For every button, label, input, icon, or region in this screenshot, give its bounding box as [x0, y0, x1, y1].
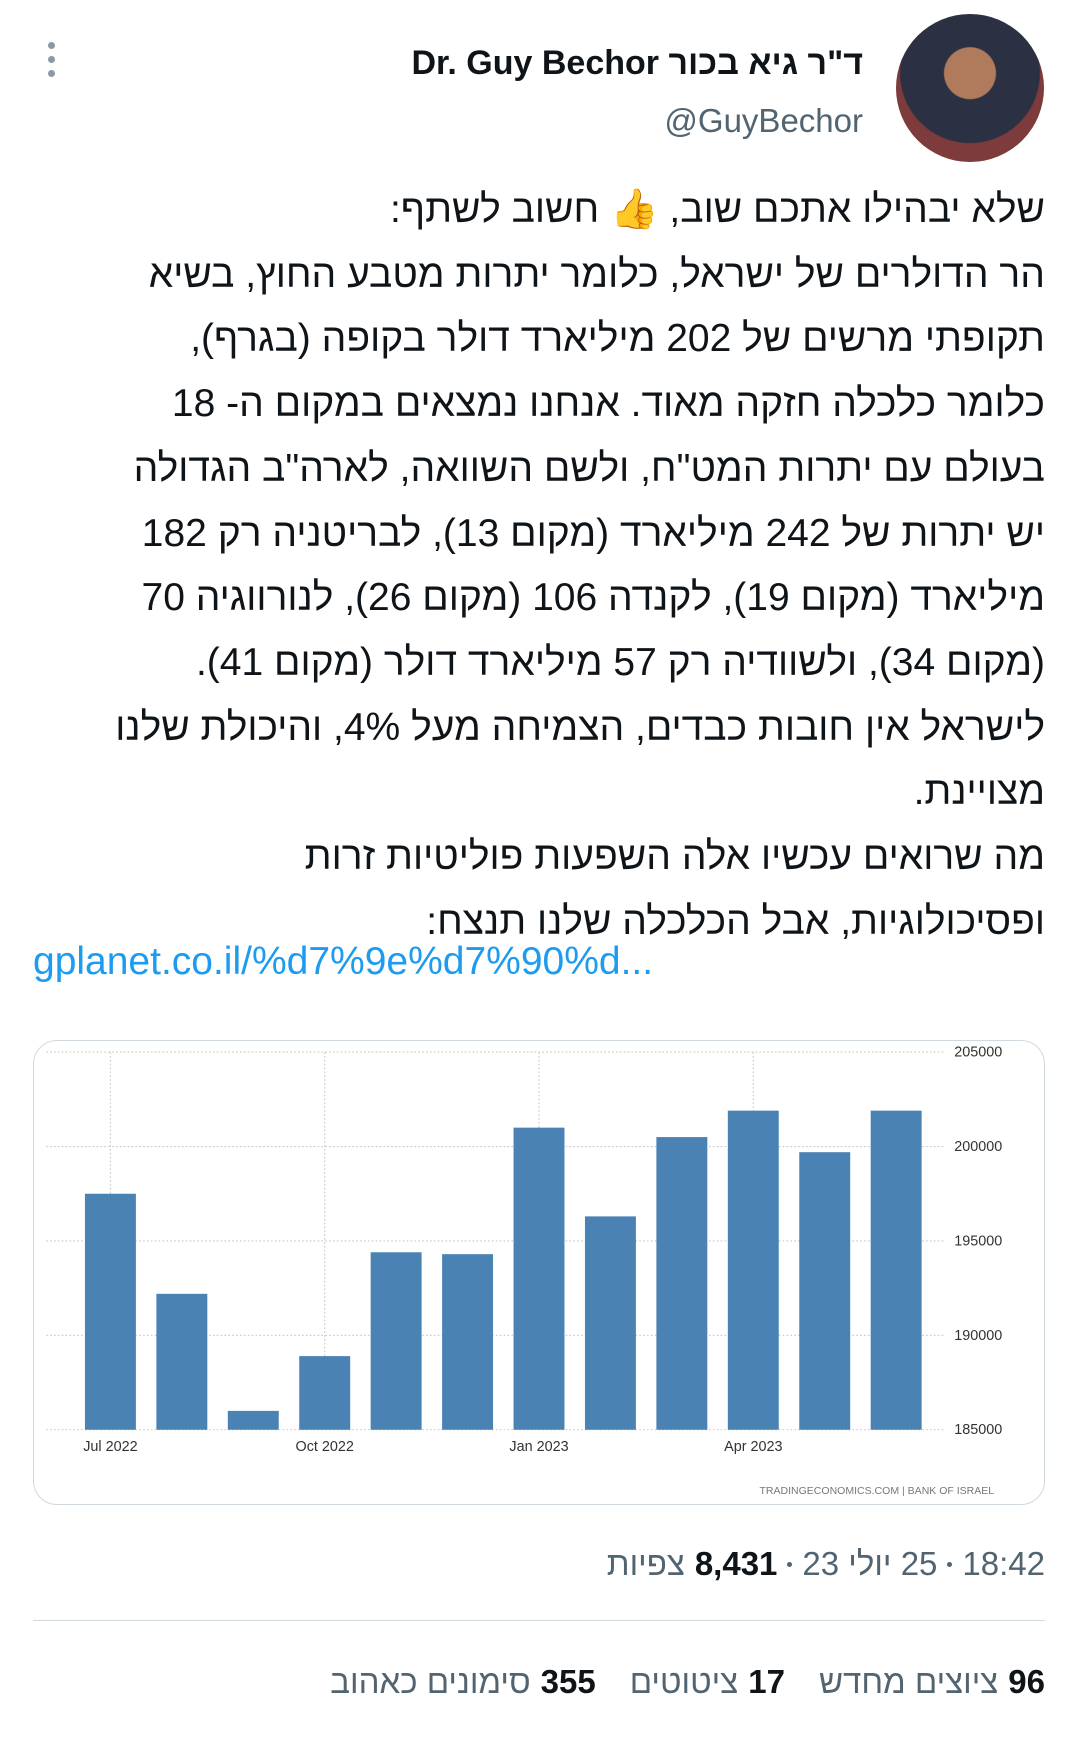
time: 18:42 — [962, 1545, 1045, 1582]
avatar[interactable] — [896, 14, 1044, 162]
text-line: הר הדולרים של ישראל, כלומר יתרות מטבע הח… — [148, 252, 1045, 296]
stat-count[interactable]: 96 — [1008, 1663, 1045, 1700]
text-line: יש יתרות של 242 מיליארד (מקום 13), לבריט… — [141, 511, 1045, 555]
divider — [33, 1620, 1045, 1621]
bar — [156, 1293, 208, 1430]
y-tick-label: 200000 — [954, 1139, 1002, 1155]
bar — [656, 1137, 708, 1430]
chart-card[interactable]: 185000 190000 195000 200000 205000 Jul 2022 Oc… — [33, 1040, 1045, 1505]
stat-label[interactable]: ציוצים מחדש — [818, 1663, 999, 1700]
bar — [584, 1216, 636, 1430]
bar — [299, 1356, 351, 1430]
separator — [947, 1561, 953, 1567]
bar — [727, 1110, 779, 1430]
text-line: מיליארד (מקום 19), לקנדה 106 (מקום 26), … — [141, 576, 1045, 620]
views-count: 8,431 — [694, 1545, 778, 1582]
text-line: (מקום 34), ולשוודיה רק 57 מיליארד דולר (… — [195, 640, 1045, 684]
tweet-meta: 18:42 25 יולי 23 8,431 צפיות — [607, 1545, 1045, 1583]
separator — [787, 1561, 793, 1567]
engagement-stats: 96ציוצים מחדש 17ציטוטים 355סימונים כאהוב — [330, 1663, 1045, 1701]
y-tick-label: 185000 — [954, 1422, 1002, 1438]
chart: 185000 190000 195000 200000 205000 Jul 2022 Oc… — [46, 1045, 1002, 1497]
stat[interactable]: 96ציוצים מחדש — [819, 1663, 1045, 1701]
x-tick-label: Jan 2023 — [509, 1439, 568, 1455]
stat[interactable]: 17ציטוטים — [630, 1663, 785, 1701]
chart-source: TRADINGECONOMICS.COM | BANK OF ISRAEL — [759, 1485, 994, 1497]
x-tick-label: Apr 2023 — [724, 1439, 782, 1455]
stat-label[interactable]: ציטוטים — [629, 1663, 739, 1700]
date: 25 יולי 23 — [802, 1545, 938, 1582]
more-menu[interactable] — [48, 42, 56, 84]
text-line: ופסיכולוגיות, אבל הכלכלה שלנו תנצח: — [426, 899, 1045, 943]
bar — [227, 1410, 279, 1430]
y-tick-label: 205000 — [954, 1045, 1002, 1061]
text-line: כלומר כלכלה חזקה מאוד. אנחנו נמצאים במקו… — [171, 382, 1045, 426]
author-handle[interactable]: @GuyBechor — [664, 102, 863, 139]
author-name[interactable]: ד"ר גיא בכור Dr. Guy Bechor — [411, 44, 863, 82]
bar — [442, 1254, 494, 1430]
tweet-text: שלא יבהילו אתכם שוב, 👍 חשוב לשתף: הר הדול… — [25, 178, 1045, 954]
text-line: מצויינת. — [913, 770, 1045, 814]
stat-count[interactable]: 355 — [540, 1663, 596, 1700]
bar — [799, 1152, 851, 1430]
text-line: תקופתי מרשים של 202 מיליארד דולר בקופה (… — [190, 317, 1045, 361]
bar — [513, 1127, 565, 1430]
stat-label[interactable]: סימונים כאהוב — [330, 1663, 531, 1700]
y-tick-label: 195000 — [954, 1233, 1002, 1249]
tweet-link[interactable]: gplanet.co.il/%d7%9e%d7%90%d... — [33, 940, 654, 983]
stat-count[interactable]: 17 — [748, 1663, 785, 1700]
bar — [84, 1193, 136, 1430]
bar — [370, 1252, 422, 1430]
y-tick-label: 190000 — [954, 1328, 1002, 1344]
stat[interactable]: 355סימונים כאהוב — [330, 1663, 595, 1701]
views-label: צפיות — [606, 1545, 685, 1582]
x-tick-label: Jul 2022 — [83, 1439, 137, 1455]
text-line: לישראל אין חובות כבדים, הצמיחה מעל 4%, ו… — [115, 705, 1045, 749]
x-tick-label: Oct 2022 — [296, 1439, 354, 1455]
text-line: שלא יבהילו אתכם שוב, 👍 חשוב לשתף: — [389, 188, 1045, 231]
text-line: מה שרואים עכשיו אלה השפעות פוליטיות זרות — [304, 835, 1045, 879]
bar — [870, 1110, 922, 1430]
text-line: בעולם עם יתרות המט"ח, ולשם השוואה, לארה"… — [133, 446, 1045, 490]
